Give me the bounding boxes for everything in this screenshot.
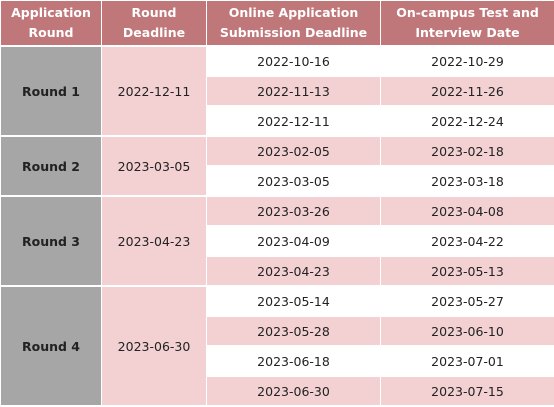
header-line: Online Application [229,5,359,20]
header-round-deadline: Round Deadline [102,1,207,47]
submission-date: 2023-05-14 [207,286,381,316]
submission-date: 2022-11-13 [207,76,381,106]
round-deadline: 2023-04-23 [102,196,207,286]
header-application-round: Application Round [1,1,102,47]
header-line: Application [11,5,91,20]
table-row: Round 3 2023-04-23 2023-03-26 2023-04-08 [1,196,554,226]
submission-date: 2023-02-05 [207,136,381,166]
header-submission-deadline: Online Application Submission Deadline [207,1,381,47]
interview-date: 2023-05-13 [381,256,554,286]
interview-date: 2023-06-10 [381,316,554,346]
header-line: Deadline [123,25,185,40]
interview-date: 2022-11-26 [381,76,554,106]
interview-date: 2023-04-08 [381,196,554,226]
submission-date: 2022-12-11 [207,106,381,136]
header-line: Round [29,25,74,40]
table-row: Round 4 2023-06-30 2023-05-14 2023-05-27 [1,286,554,316]
submission-date: 2023-05-28 [207,316,381,346]
interview-date: 2022-12-24 [381,106,554,136]
interview-date: 2022-10-29 [381,46,554,76]
interview-date: 2023-03-18 [381,166,554,196]
round-deadline: 2023-03-05 [102,136,207,196]
submission-date: 2023-04-09 [207,226,381,256]
interview-date: 2023-07-15 [381,376,554,406]
table-body: Round 1 2022-12-11 2022-10-16 2022-10-29… [1,46,554,406]
round-name: Round 3 [1,196,102,286]
header-row: Application Round Round Deadline Online … [1,1,554,47]
round-deadline: 2022-12-11 [102,46,207,136]
interview-date: 2023-07-01 [381,346,554,376]
submission-date: 2022-10-16 [207,46,381,76]
interview-date: 2023-04-22 [381,226,554,256]
header-interview-date: On-campus Test and Interview Date [381,1,554,47]
header-line: Round [132,5,177,20]
submission-date: 2023-03-05 [207,166,381,196]
interview-date: 2023-05-27 [381,286,554,316]
header-line: Interview Date [415,25,519,40]
table-row: Round 1 2022-12-11 2022-10-16 2022-10-29 [1,46,554,76]
table-row: Round 2 2023-03-05 2023-02-05 2023-02-18 [1,136,554,166]
table-header: Application Round Round Deadline Online … [1,1,554,47]
round-deadline: 2023-06-30 [102,286,207,406]
submission-date: 2023-03-26 [207,196,381,226]
submission-date: 2023-06-30 [207,376,381,406]
round-name: Round 4 [1,286,102,406]
header-line: On-campus Test and [396,5,539,20]
header-line: Submission Deadline [220,25,367,40]
submission-date: 2023-04-23 [207,256,381,286]
round-name: Round 2 [1,136,102,196]
submission-date: 2023-06-18 [207,346,381,376]
interview-date: 2023-02-18 [381,136,554,166]
round-name: Round 1 [1,46,102,136]
